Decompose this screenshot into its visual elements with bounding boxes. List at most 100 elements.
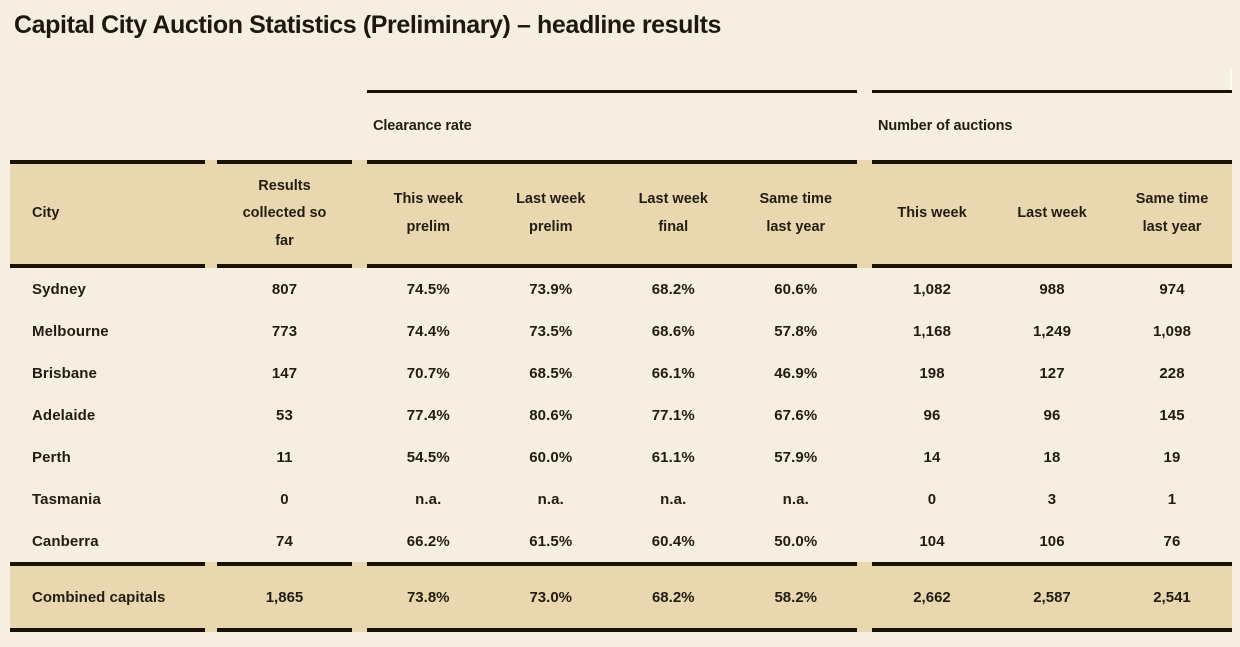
clearance-cells: 54.5% 60.0% 61.1% 57.9% xyxy=(367,436,857,478)
city-cell: Perth xyxy=(32,448,71,466)
column-header-same-time-last-year: Same time last year xyxy=(735,164,858,264)
auctions-cell: 2,541 xyxy=(1153,588,1191,606)
group-header-clearance-rate: Clearance rate xyxy=(367,90,857,160)
clearance-cell: 54.5% xyxy=(406,448,450,466)
auctions-cell: 96 xyxy=(923,406,941,424)
clearance-cell: 74.5% xyxy=(406,280,450,298)
clearance-cell: 60.6% xyxy=(774,280,818,298)
group-label: Clearance rate xyxy=(373,118,472,134)
city-cell: Tasmania xyxy=(32,490,101,508)
results-cell: 11 xyxy=(276,448,293,466)
clearance-cell: 60.4% xyxy=(651,532,695,550)
auctions-cell: 228 xyxy=(1159,364,1185,382)
table-row: Melbourne 773 74.4% 73.5% 68.6% 57.8% 1,… xyxy=(10,310,1232,352)
column-header-label: Same time last year xyxy=(759,191,833,235)
clearance-cells: n.a. n.a. n.a. n.a. xyxy=(367,478,857,520)
auction-cells: 104 106 76 xyxy=(872,520,1232,562)
results-cell: 74 xyxy=(276,532,293,550)
city-cell: Brisbane xyxy=(32,364,97,382)
table-row: Brisbane 147 70.7% 68.5% 66.1% 46.9% 198… xyxy=(10,352,1232,394)
column-header-last-week: Last week xyxy=(992,164,1112,264)
auction-cells: 1,168 1,249 1,098 xyxy=(872,310,1232,352)
clearance-cell: 70.7% xyxy=(406,364,450,382)
auctions-cell: 145 xyxy=(1159,406,1185,424)
column-header-results: Results collected so far xyxy=(217,160,352,268)
auctions-cell: 1,249 xyxy=(1032,322,1072,340)
clearance-cells: 66.2% 61.5% 60.4% 50.0% xyxy=(367,520,857,562)
clearance-cell: n.a. xyxy=(660,490,687,508)
table-row: Perth 11 54.5% 60.0% 61.1% 57.9% 14 18 1… xyxy=(10,436,1232,478)
table-body: Sydney 807 74.5% 73.9% 68.2% 60.6% 1,082… xyxy=(10,268,1232,562)
city-cell: Sydney xyxy=(32,280,86,298)
auctions-cell: 104 xyxy=(919,532,945,550)
clearance-cell: 50.0% xyxy=(774,532,818,550)
clearance-cell: 74.4% xyxy=(406,322,450,340)
clearance-cell: 68.5% xyxy=(529,364,573,382)
auctions-cell: 974 xyxy=(1159,280,1185,298)
column-header-this-week: This week xyxy=(872,164,992,264)
auctions-cell: 1,082 xyxy=(912,280,952,298)
auctions-cell: 127 xyxy=(1039,364,1065,382)
clearance-cell: n.a. xyxy=(537,490,564,508)
column-header-row: City Results collected so far This week … xyxy=(10,160,1232,268)
clearance-cell: 80.6% xyxy=(529,406,573,424)
clearance-cells: 73.8% 73.0% 68.2% 58.2% xyxy=(367,562,857,632)
auctions-cell: 1 xyxy=(1167,490,1177,508)
table-row: Canberra 74 66.2% 61.5% 60.4% 50.0% 104 … xyxy=(10,520,1232,562)
clearance-cell: 66.1% xyxy=(651,364,695,382)
auction-statistics-table: Clearance rate Number of auctions City R… xyxy=(10,90,1232,632)
results-cell: 53 xyxy=(276,406,293,424)
results-cell: 147 xyxy=(271,364,298,382)
auctions-cell: 1,168 xyxy=(912,322,952,340)
clearance-cells: 70.7% 68.5% 66.1% 46.9% xyxy=(367,352,857,394)
auctions-cell: 106 xyxy=(1039,532,1065,550)
clearance-header-block: This week prelim Last week prelim Last w… xyxy=(367,160,857,268)
results-cell: 807 xyxy=(271,280,298,298)
column-header-city: City xyxy=(10,160,205,268)
column-header-label: Last week final xyxy=(638,191,708,235)
auctions-cell: 76 xyxy=(1163,532,1181,550)
column-header-label: Last week prelim xyxy=(516,191,586,235)
column-header-label: Same time last year xyxy=(1135,191,1209,235)
clearance-cell: 73.9% xyxy=(529,280,573,298)
clearance-cell: 73.8% xyxy=(406,588,450,606)
auctions-header-block: This week Last week Same time last year xyxy=(872,160,1232,268)
auctions-cell: 19 xyxy=(1163,448,1181,466)
city-cell: Combined capitals xyxy=(10,562,205,632)
clearance-cell: 73.0% xyxy=(529,588,573,606)
clearance-cell: 60.0% xyxy=(529,448,573,466)
clearance-cell: n.a. xyxy=(415,490,442,508)
column-header-label: This week xyxy=(897,205,967,222)
column-header-label: Results collected so far xyxy=(242,177,327,249)
auctions-cell: 198 xyxy=(919,364,945,382)
column-header-last-week-prelim: Last week prelim xyxy=(490,164,613,264)
group-label: Number of auctions xyxy=(878,118,1013,134)
auctions-cell: 988 xyxy=(1039,280,1065,298)
city-cell: Melbourne xyxy=(32,322,109,340)
clearance-cell: n.a. xyxy=(782,490,809,508)
group-header-band: Clearance rate Number of auctions xyxy=(10,90,1232,160)
clearance-cells: 77.4% 80.6% 77.1% 67.6% xyxy=(367,394,857,436)
auctions-cell: 1,098 xyxy=(1152,322,1192,340)
screen-edge-artifact xyxy=(1230,68,1232,90)
column-header-same-time-last-year: Same time last year xyxy=(1112,164,1232,264)
page-title: Capital City Auction Statistics (Prelimi… xyxy=(14,11,722,39)
clearance-cell: 77.1% xyxy=(651,406,695,424)
clearance-cell: 66.2% xyxy=(406,532,450,550)
auctions-cell: 2,587 xyxy=(1033,588,1071,606)
clearance-cell: 61.1% xyxy=(651,448,695,466)
clearance-cell: 68.2% xyxy=(651,280,695,298)
total-row: Combined capitals 1,865 73.8% 73.0% 68.2… xyxy=(10,562,1232,632)
table-row: Sydney 807 74.5% 73.9% 68.2% 60.6% 1,082… xyxy=(10,268,1232,310)
clearance-cells: 74.5% 73.9% 68.2% 60.6% xyxy=(367,268,857,310)
auctions-cell: 14 xyxy=(923,448,941,466)
auctions-cell: 96 xyxy=(1043,406,1061,424)
auctions-cell: 18 xyxy=(1043,448,1061,466)
auction-cells: 14 18 19 xyxy=(872,436,1232,478)
clearance-cell: 58.2% xyxy=(774,588,818,606)
clearance-cell: 57.9% xyxy=(774,448,818,466)
clearance-cell: 68.2% xyxy=(651,588,695,606)
auctions-cell: 2,662 xyxy=(913,588,951,606)
clearance-cell: 57.8% xyxy=(774,322,818,340)
clearance-cell: 73.5% xyxy=(529,322,573,340)
